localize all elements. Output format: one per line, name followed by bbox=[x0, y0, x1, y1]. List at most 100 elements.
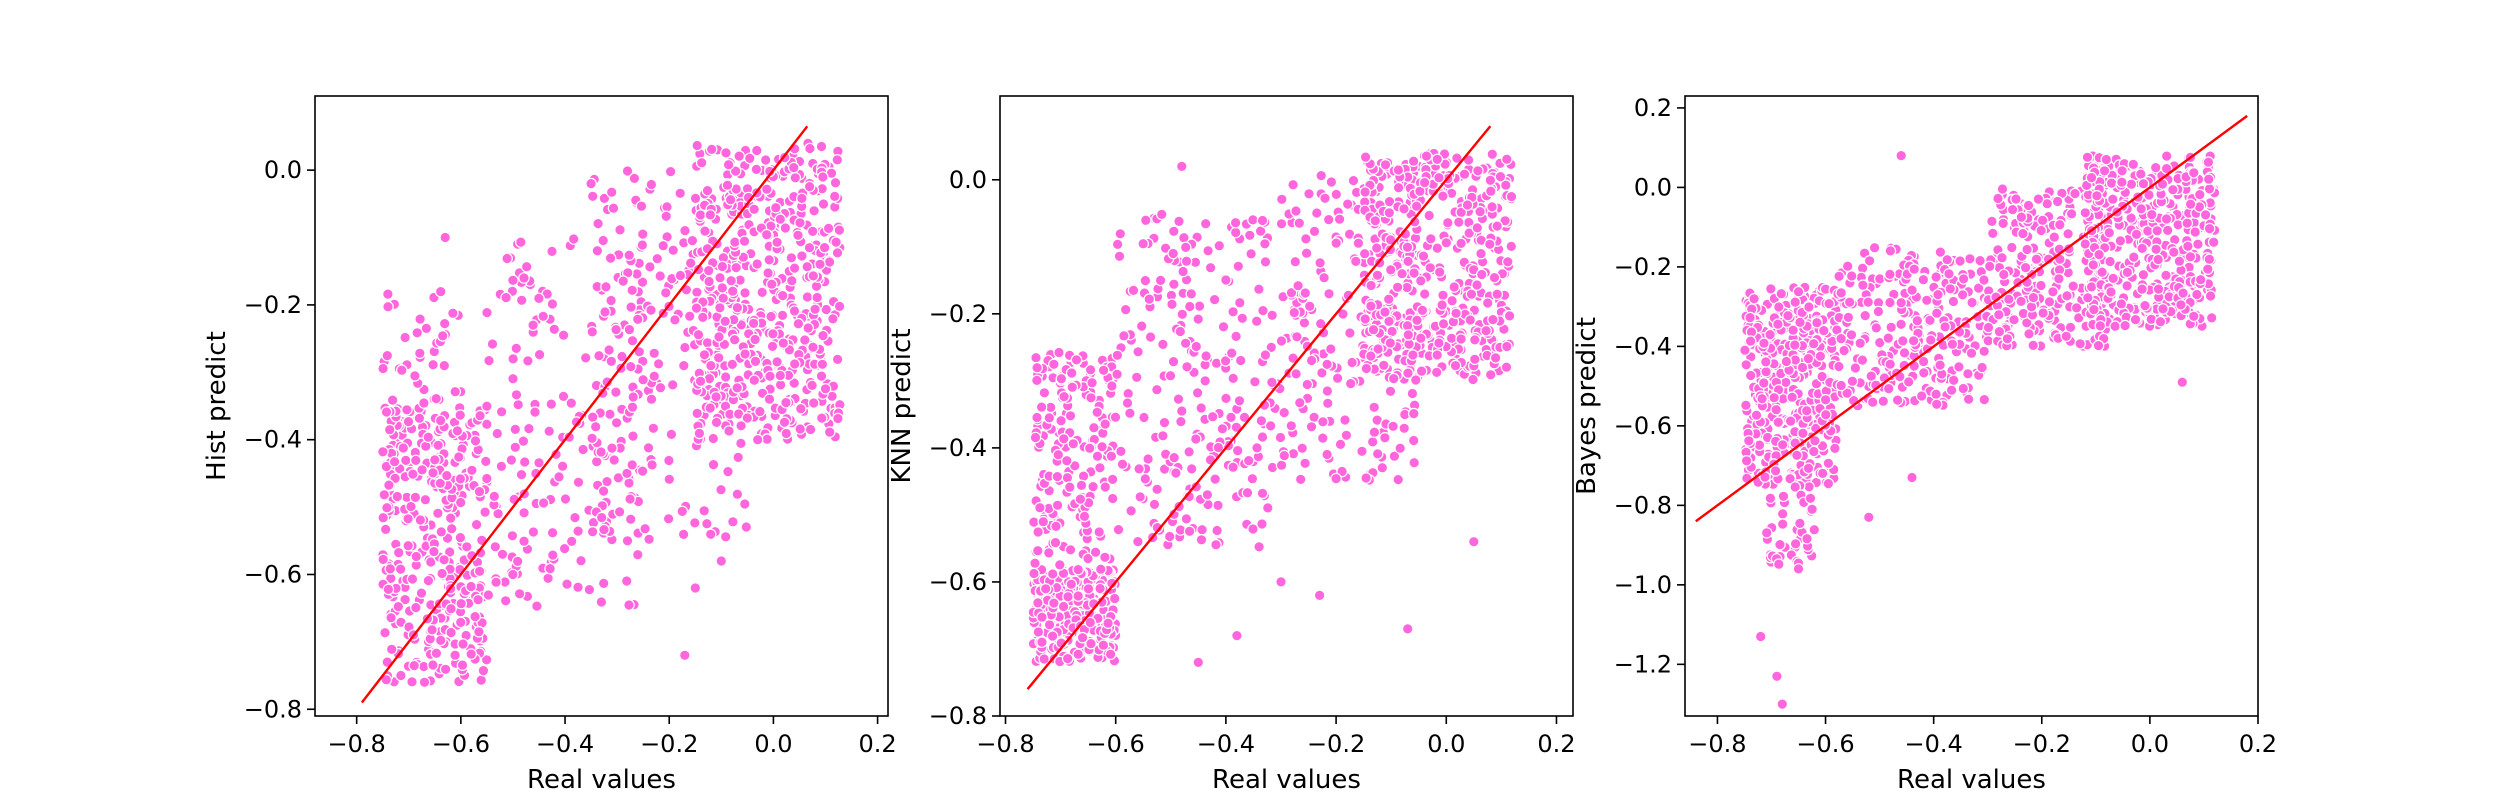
data-point bbox=[1164, 369, 1177, 382]
data-point bbox=[1064, 543, 1077, 556]
data-point bbox=[695, 156, 708, 169]
data-point bbox=[561, 578, 573, 590]
data-point bbox=[651, 252, 664, 265]
data-point bbox=[444, 512, 457, 524]
data-point bbox=[751, 258, 763, 270]
data-point bbox=[798, 334, 811, 346]
data-point bbox=[409, 370, 421, 382]
data-point bbox=[1463, 227, 1475, 239]
data-point bbox=[402, 512, 414, 525]
data-point bbox=[1172, 393, 1185, 405]
data-point bbox=[1058, 432, 1070, 445]
data-point bbox=[2098, 165, 2111, 177]
data-point bbox=[454, 531, 467, 544]
data-point bbox=[1244, 229, 1256, 242]
data-point bbox=[1135, 320, 1148, 332]
data-point bbox=[1436, 299, 1448, 311]
data-point bbox=[1317, 432, 1329, 444]
data-point bbox=[509, 423, 522, 436]
data-point bbox=[679, 224, 691, 237]
data-point bbox=[1418, 176, 1431, 189]
data-point bbox=[2032, 193, 2045, 205]
x-tick-label: −0.4 bbox=[536, 730, 594, 758]
data-point bbox=[1838, 344, 1850, 357]
data-point bbox=[701, 184, 714, 197]
data-point bbox=[1780, 355, 1793, 368]
y-tick-label: 0.0 bbox=[264, 156, 302, 184]
data-point bbox=[1957, 382, 1970, 395]
data-point bbox=[1740, 399, 1752, 412]
data-point bbox=[1833, 360, 1845, 373]
data-point bbox=[1859, 309, 1871, 322]
data-point bbox=[522, 355, 534, 367]
data-point bbox=[1166, 298, 1178, 311]
data-point bbox=[1865, 370, 1878, 382]
data-point bbox=[518, 272, 530, 284]
data-point bbox=[765, 278, 778, 290]
data-point bbox=[1947, 374, 1960, 387]
data-point bbox=[662, 512, 675, 525]
data-point bbox=[397, 442, 410, 454]
data-point bbox=[608, 454, 620, 466]
data-point bbox=[1154, 274, 1167, 287]
data-point bbox=[1232, 260, 1245, 273]
data-point bbox=[1425, 233, 1437, 245]
data-point bbox=[1029, 431, 1042, 444]
data-point bbox=[1121, 397, 1134, 409]
data-point bbox=[1792, 563, 1805, 575]
data-point bbox=[626, 334, 639, 347]
data-point bbox=[513, 587, 526, 600]
data-point bbox=[738, 235, 751, 247]
data-point bbox=[1854, 337, 1866, 349]
data-point bbox=[2081, 151, 2094, 164]
data-point bbox=[1932, 288, 1944, 301]
data-point bbox=[1776, 508, 1789, 520]
data-point bbox=[1962, 367, 1974, 380]
data-point bbox=[1133, 463, 1145, 475]
y-tick-label: −1.2 bbox=[1614, 650, 1672, 678]
data-point bbox=[529, 406, 541, 418]
data-point bbox=[1151, 483, 1163, 496]
chart-panel-2: −0.8 −0.6 −0.4 −0.2 0.0 0.2 −0.8 −0.6 −0.4 −0.2 0.… bbox=[887, 95, 1576, 795]
data-point bbox=[2139, 299, 2151, 312]
data-point bbox=[1157, 338, 1169, 351]
data-point bbox=[1743, 434, 1755, 447]
data-point bbox=[704, 209, 717, 221]
data-point bbox=[720, 147, 732, 159]
data-point bbox=[663, 473, 676, 486]
data-point bbox=[1358, 247, 1371, 260]
data-point bbox=[1382, 293, 1395, 305]
data-point bbox=[1372, 343, 1384, 355]
y-tick-label: −0.2 bbox=[244, 291, 302, 319]
data-point bbox=[2173, 255, 2186, 267]
data-point bbox=[1190, 340, 1203, 353]
data-point bbox=[1132, 345, 1144, 358]
data-point bbox=[1191, 387, 1204, 399]
data-point bbox=[1461, 199, 1474, 211]
data-point bbox=[1298, 317, 1311, 329]
data-point bbox=[1480, 324, 1492, 337]
data-point bbox=[1219, 355, 1232, 367]
data-point bbox=[1301, 378, 1314, 391]
data-point bbox=[1921, 294, 1933, 307]
data-point bbox=[434, 414, 447, 427]
data-point bbox=[1091, 450, 1104, 462]
data-point bbox=[776, 289, 789, 302]
data-point bbox=[739, 287, 751, 299]
data-point bbox=[1208, 293, 1221, 306]
data-point bbox=[1843, 296, 1856, 308]
data-point bbox=[2015, 295, 2027, 308]
data-point bbox=[727, 515, 739, 528]
data-point bbox=[434, 634, 447, 647]
data-point bbox=[817, 198, 830, 210]
data-point bbox=[1256, 214, 1269, 227]
data-point bbox=[1402, 255, 1414, 268]
data-point bbox=[702, 264, 715, 277]
data-point bbox=[2207, 236, 2220, 248]
data-point bbox=[623, 599, 635, 611]
x-tick-label: 0.0 bbox=[754, 730, 792, 758]
data-point bbox=[469, 435, 482, 447]
data-point bbox=[1140, 214, 1152, 227]
data-point bbox=[1402, 329, 1415, 341]
x-tick-label: 0.2 bbox=[858, 730, 896, 758]
